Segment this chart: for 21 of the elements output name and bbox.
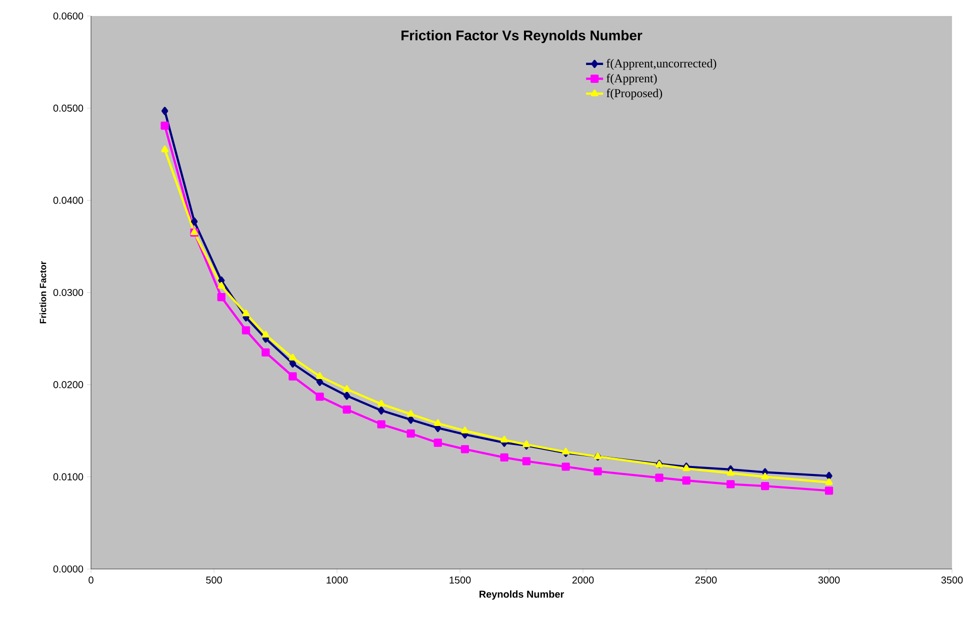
y-tick-label: 0.0500 — [53, 104, 84, 112]
y-axis-title: Friction Factor — [40, 261, 46, 324]
legend-label: f(Apprent) — [606, 74, 657, 85]
x-tick-label: 500 — [206, 576, 222, 584]
x-tick-label: 1000 — [326, 576, 348, 584]
x-tick-label: 2000 — [572, 576, 594, 584]
x-axis-title: Reynolds Number — [480, 590, 564, 600]
y-tick-label: 0.0600 — [53, 12, 84, 20]
legend-label: f(Proposed) — [606, 88, 662, 100]
x-tick-label: 0 — [88, 576, 94, 584]
y-tick-label: 0.0100 — [53, 473, 84, 480]
x-tick-label: 2500 — [695, 576, 717, 584]
legend-label: f(Apprent,uncorrected) — [606, 58, 716, 70]
x-tick-label: 1500 — [450, 576, 471, 584]
y-tick-label: 0.0300 — [53, 288, 84, 296]
x-tick-label: 3000 — [818, 576, 840, 584]
y-tick-label: 0.0200 — [53, 381, 84, 388]
y-tick-label: 0.0000 — [53, 565, 84, 573]
text: Friction Factor Vs Reynolds Number — [402, 30, 642, 44]
y-tick-label: 0.0400 — [53, 196, 84, 204]
x-tick-label: 3500 — [941, 576, 963, 584]
